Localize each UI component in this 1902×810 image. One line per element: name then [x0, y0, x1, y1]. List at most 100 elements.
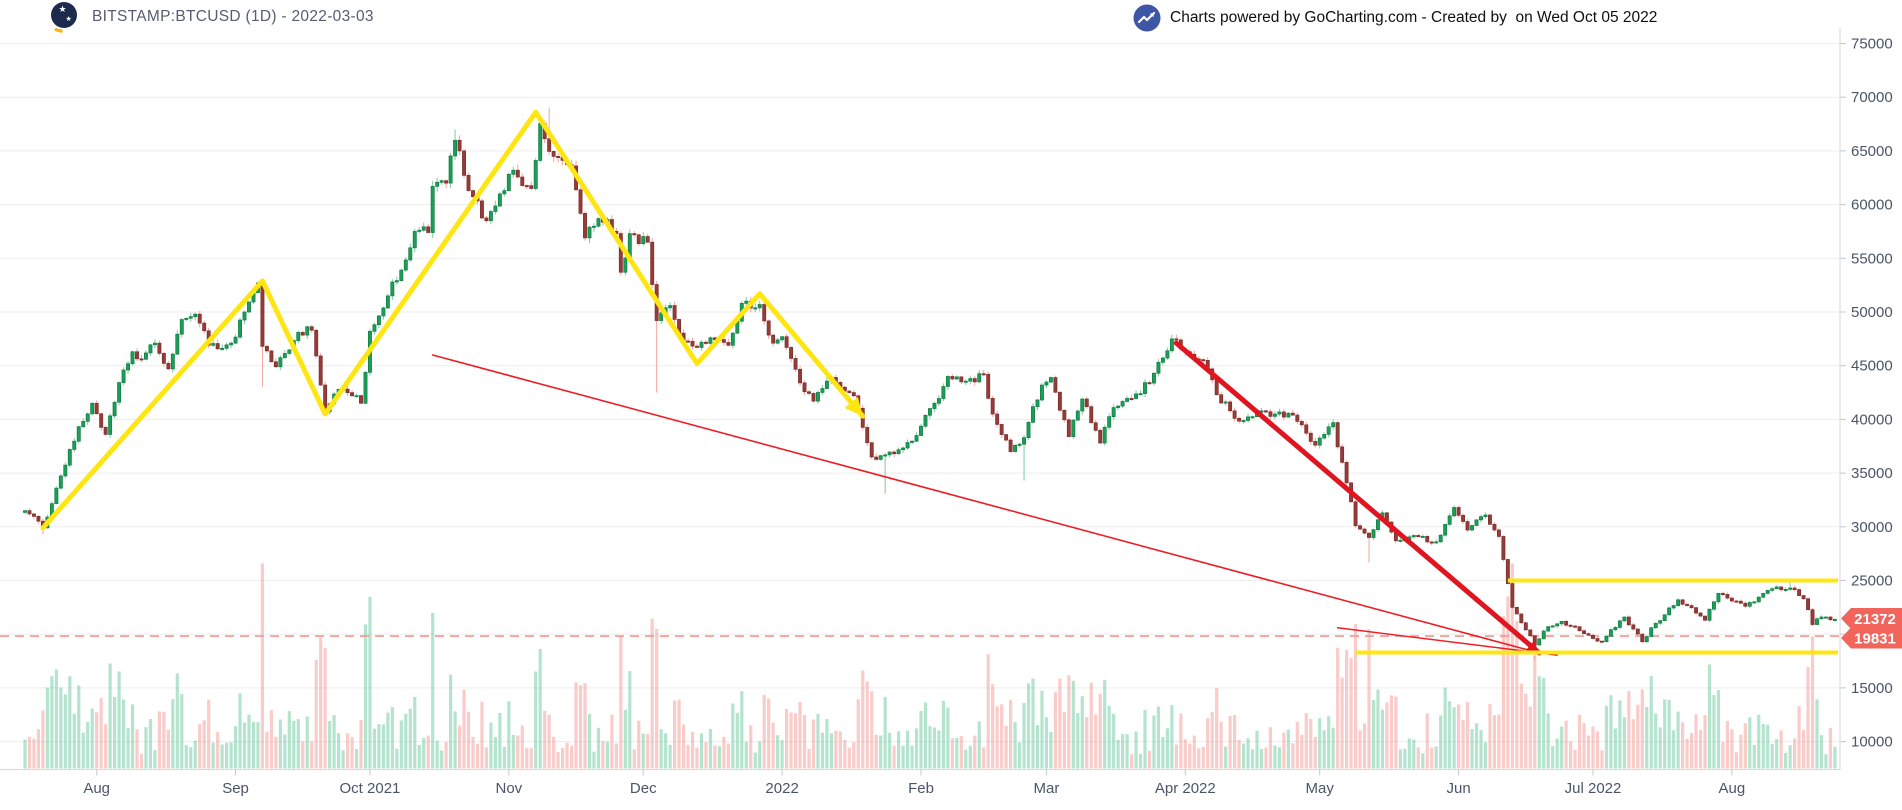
candle	[874, 456, 879, 460]
volume-bar	[852, 742, 856, 769]
volume-bar	[314, 660, 318, 769]
volume-bar	[516, 735, 520, 769]
volume-bar	[1757, 714, 1761, 769]
volume-bar	[1658, 727, 1662, 769]
volume-bar	[1582, 723, 1586, 769]
volume-bar	[256, 722, 260, 769]
volume-bar	[708, 728, 713, 769]
candle	[121, 369, 126, 383]
candle	[533, 160, 538, 189]
volume-bar	[574, 682, 578, 769]
volume-bar	[973, 735, 977, 769]
volume-bar	[480, 701, 484, 769]
candle	[1022, 437, 1026, 445]
volume-bar	[937, 730, 941, 769]
volume-bar	[1667, 699, 1671, 769]
volume-bar	[1779, 730, 1783, 769]
candle	[1237, 417, 1242, 422]
candle	[502, 190, 507, 195]
candle	[161, 353, 166, 364]
candle	[453, 139, 458, 157]
candle	[1420, 535, 1425, 538]
volume-bar	[180, 694, 184, 769]
volume-bar	[1215, 688, 1219, 769]
volume-bar	[1179, 713, 1183, 769]
candle	[363, 371, 368, 404]
candle	[1107, 416, 1112, 428]
candle	[1617, 620, 1622, 628]
candle	[981, 373, 986, 376]
volume-bar	[1761, 723, 1765, 769]
volume-bar	[1264, 747, 1268, 769]
candle	[618, 233, 623, 273]
candle	[695, 345, 699, 348]
volume-bar	[440, 750, 444, 769]
volume-bar	[673, 700, 677, 769]
volume-bar	[1752, 744, 1756, 769]
volume-bar	[959, 736, 963, 769]
candle	[1662, 614, 1667, 621]
volume-bar	[449, 674, 453, 769]
candle	[264, 346, 269, 352]
volume-bar	[561, 747, 565, 769]
volume-bar	[1371, 699, 1376, 769]
candle	[708, 337, 713, 344]
candle	[305, 326, 310, 336]
volume-bar	[1586, 735, 1591, 769]
candle	[314, 329, 319, 357]
volume-bar	[1506, 596, 1510, 769]
volume-bar	[547, 714, 551, 769]
volume-bar	[23, 739, 27, 769]
volume-bar	[1049, 731, 1053, 769]
candle	[1102, 426, 1107, 444]
candle	[1156, 361, 1161, 374]
volume-bar	[1389, 695, 1393, 769]
volume-bar	[377, 724, 381, 769]
candle	[1465, 521, 1470, 531]
volume-bar	[1497, 714, 1501, 769]
volume-bar	[1228, 715, 1232, 769]
candle	[32, 513, 36, 517]
volume-layer	[23, 563, 1837, 769]
drawings-layer[interactable]	[40, 109, 1838, 657]
volume-bar	[843, 739, 847, 769]
candle	[811, 393, 816, 402]
candle	[1219, 394, 1224, 404]
candle	[1806, 598, 1810, 611]
volume-bar	[583, 683, 587, 769]
volume-bar	[484, 747, 489, 769]
volume-bar	[1385, 702, 1389, 769]
line-price-badge	[1841, 627, 1902, 649]
volume-bar	[319, 637, 323, 769]
candle	[641, 236, 646, 245]
candle	[1676, 599, 1681, 606]
candle	[645, 236, 650, 243]
candle	[247, 301, 251, 313]
candle	[730, 332, 735, 346]
volume-bar	[1035, 725, 1040, 769]
candle	[1098, 429, 1103, 444]
candle	[135, 351, 139, 360]
volume-bar	[905, 730, 910, 769]
candle	[972, 378, 977, 383]
volume-bar	[646, 734, 650, 769]
candle	[23, 510, 27, 513]
volume-bar	[1040, 690, 1044, 769]
volume-bar	[381, 724, 385, 769]
candle	[1541, 630, 1546, 640]
candle	[99, 413, 104, 428]
price-axis-label: 45000	[1851, 358, 1893, 375]
candle	[1143, 382, 1147, 394]
volume-bar	[1147, 750, 1152, 769]
volume-bar	[90, 708, 94, 769]
volume-bar	[386, 712, 390, 769]
candle	[1129, 398, 1134, 401]
chart-header-watermark: Charts powered by GoCharting.com - Creat…	[1133, 3, 1657, 33]
price-axis-label: 75000	[1851, 36, 1893, 53]
volume-bar	[1483, 742, 1488, 769]
candle	[587, 226, 592, 239]
volume-bar	[1336, 647, 1340, 769]
volume-bar	[762, 694, 766, 769]
